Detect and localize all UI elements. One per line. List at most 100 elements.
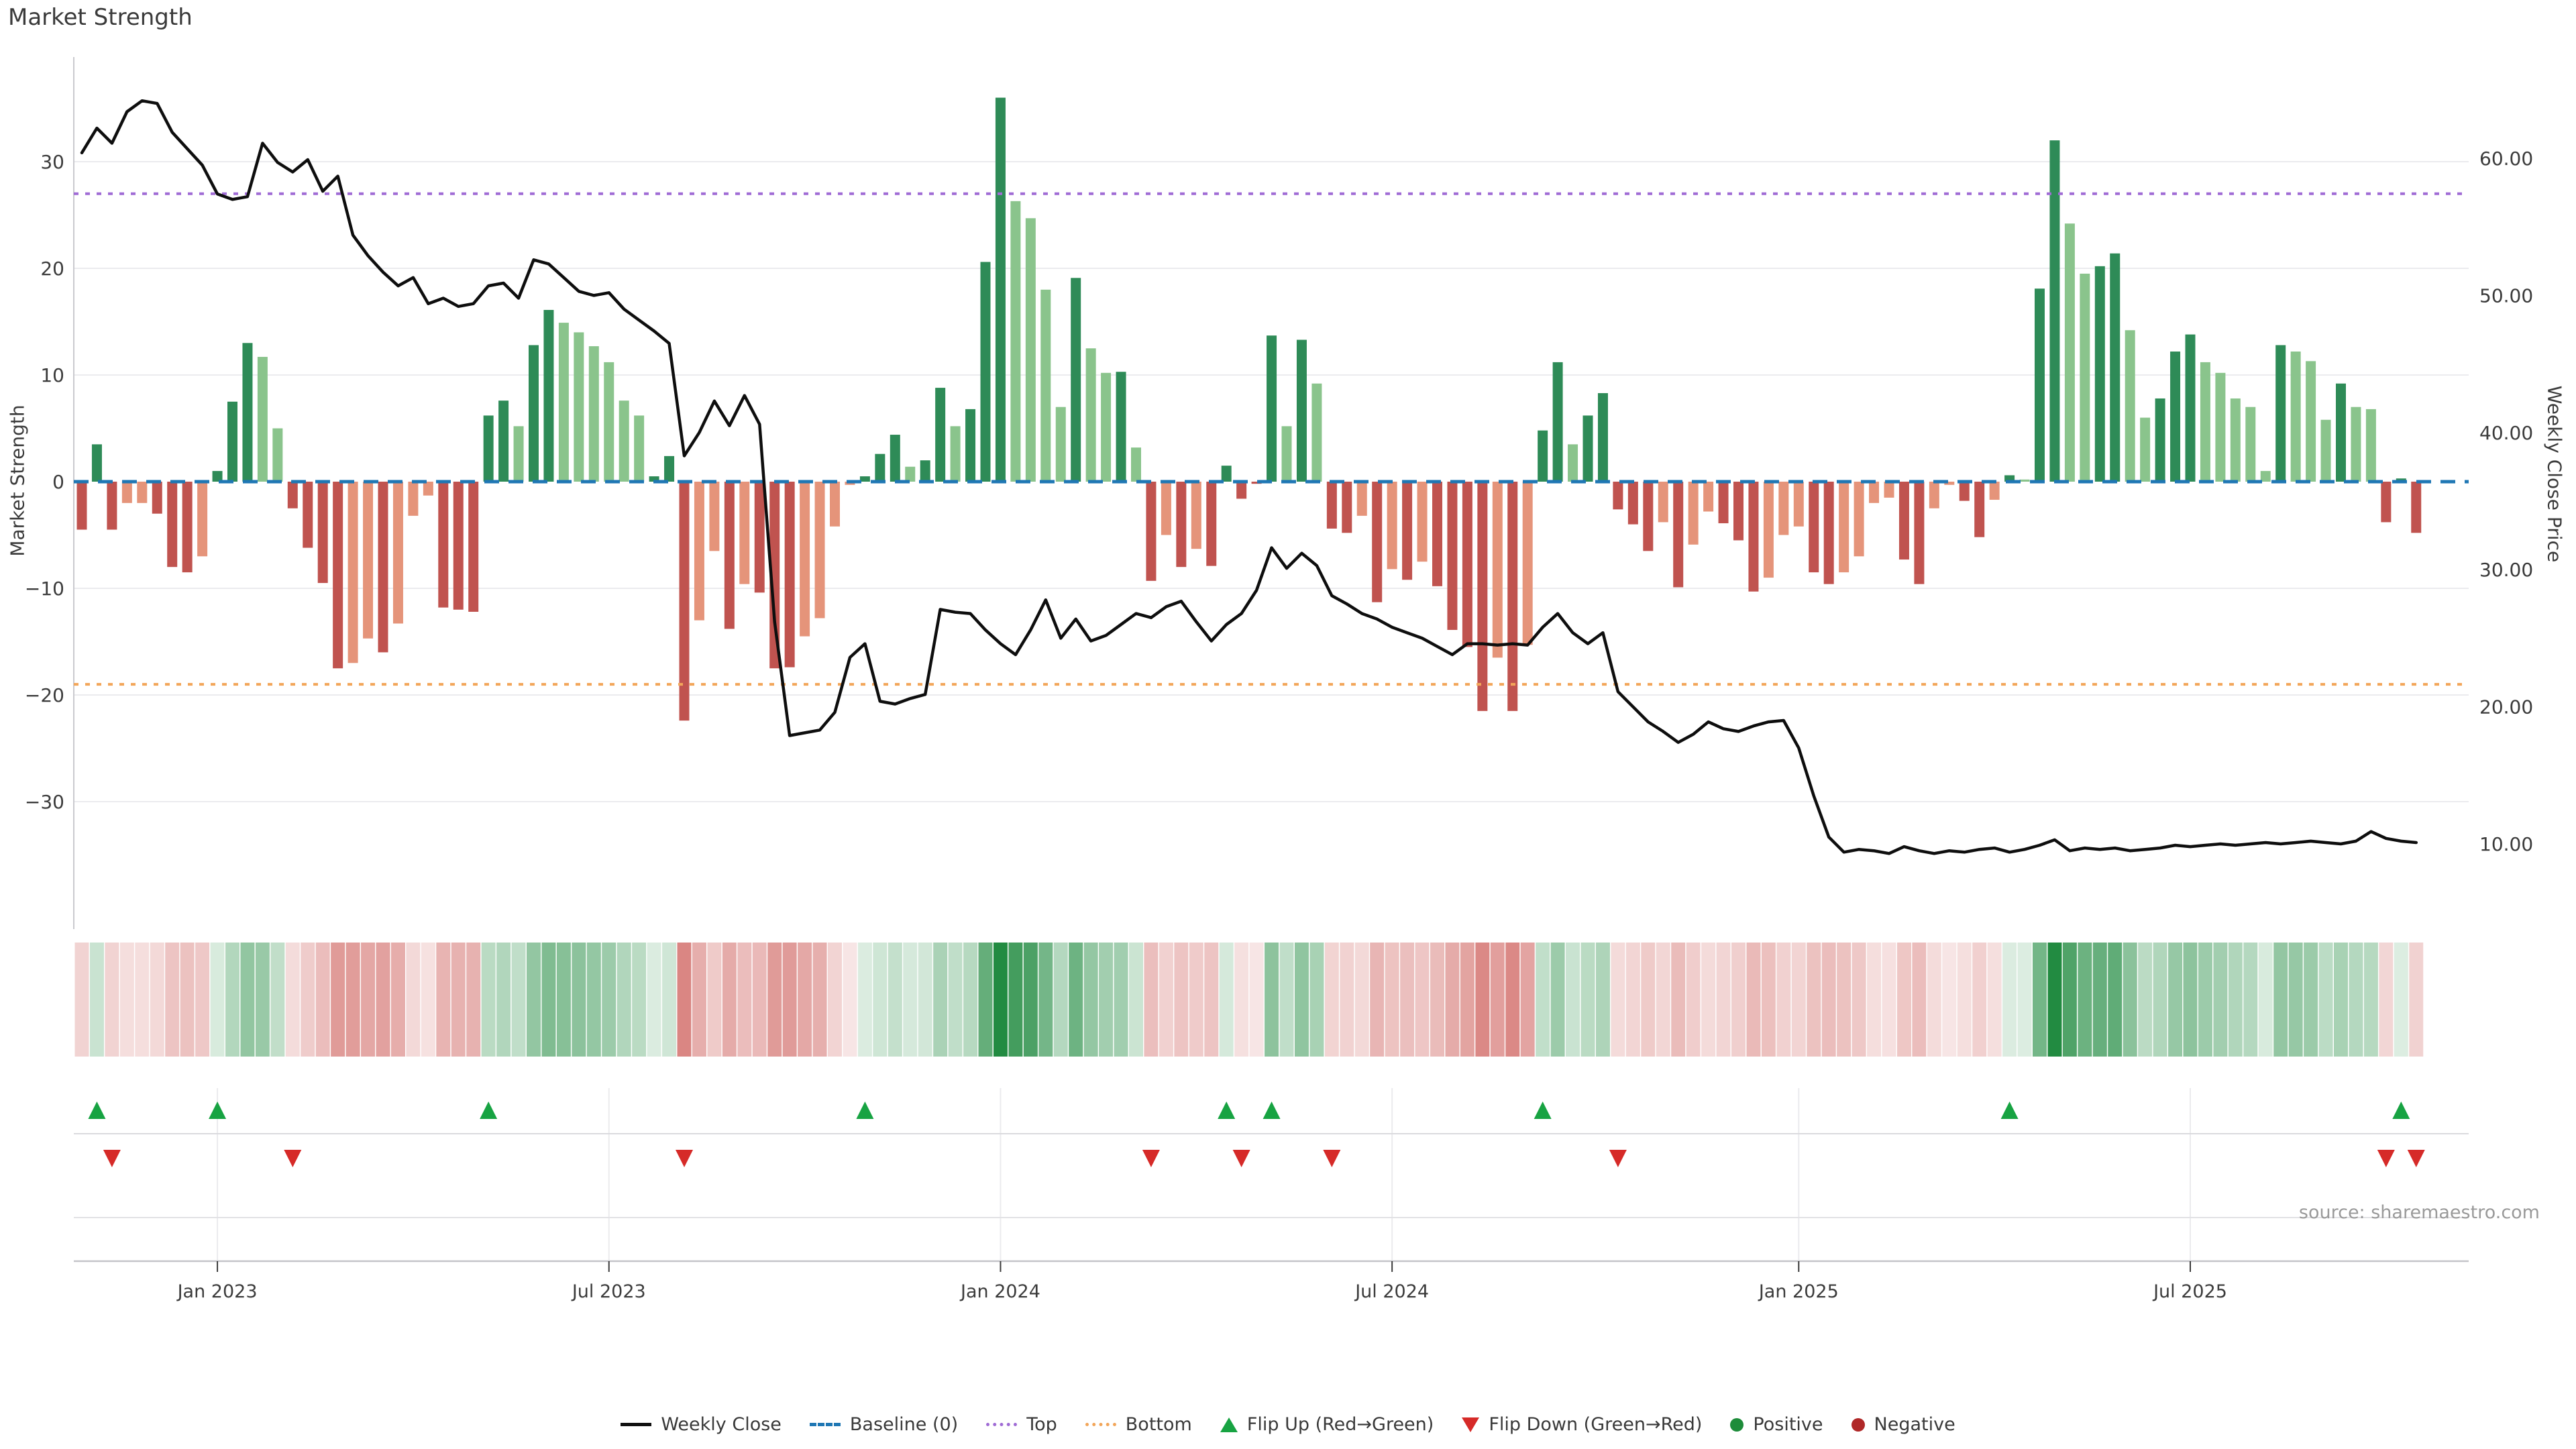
- strength-bar: [905, 466, 916, 482]
- strength-bar: [2290, 352, 2301, 482]
- heatmap-cell: [677, 943, 692, 1057]
- legend-swatch-dot-icon: [1730, 1417, 1744, 1432]
- strength-bar: [483, 415, 494, 482]
- heatmap-cell: [285, 943, 300, 1057]
- flip-up-marker: [856, 1102, 874, 1119]
- strength-bar: [498, 400, 509, 482]
- heatmap-cell: [2002, 943, 2017, 1057]
- heatmap-cell: [1882, 943, 1896, 1057]
- page-title: Market Strength: [8, 4, 193, 31]
- heatmap-cell: [1460, 943, 1474, 1057]
- heatmap-cell: [195, 943, 210, 1057]
- legend-swatch-dot-icon: [1851, 1417, 1865, 1432]
- strength-bar: [649, 476, 659, 482]
- strength-bar: [1959, 482, 1970, 501]
- chart-legend: Weekly Close Baseline (0) Top Bottom Flip Up…: [0, 1414, 2576, 1435]
- flip-up-marker: [88, 1102, 106, 1119]
- strength-bar: [2260, 471, 2271, 482]
- heatmap-cell: [1159, 943, 1173, 1057]
- strength-bar: [2094, 266, 2105, 482]
- heatmap-cell: [903, 943, 918, 1057]
- heatmap-cell: [390, 943, 405, 1057]
- heatmap-cell: [2379, 943, 2394, 1057]
- legend-item: Baseline (0): [809, 1414, 959, 1435]
- flip-down-marker: [1609, 1150, 1627, 1167]
- strength-bar: [1010, 201, 1021, 482]
- y-tick-label-left: 20: [40, 258, 64, 280]
- legend-label: Baseline (0): [849, 1414, 959, 1435]
- strength-bar: [121, 482, 132, 503]
- heatmap-cell: [1445, 943, 1460, 1057]
- heatmap-cell: [1430, 943, 1444, 1057]
- heatmap-cell: [1701, 943, 1716, 1057]
- heatmap-cell: [2304, 943, 2318, 1057]
- strength-bar: [468, 482, 479, 612]
- strength-bar: [2306, 361, 2316, 482]
- strength-bar: [724, 482, 735, 629]
- strength-bar: [1778, 482, 1789, 535]
- strength-bar: [920, 460, 930, 482]
- strength-bar: [754, 482, 765, 593]
- heatmap-cell: [1942, 943, 1957, 1057]
- heatmap-cell: [150, 943, 164, 1057]
- strength-bar: [2381, 482, 2392, 523]
- strength-bar: [76, 482, 87, 530]
- strength-bar: [875, 453, 885, 482]
- heatmap-cell: [345, 943, 360, 1057]
- strength-bar: [1356, 482, 1367, 516]
- heatmap-cell: [1927, 943, 1941, 1057]
- heatmap-cell: [527, 943, 541, 1057]
- heatmap-cell: [1807, 943, 1821, 1057]
- heatmap-cell: [586, 943, 601, 1057]
- strength-bar: [1221, 466, 1232, 482]
- strength-bar: [1146, 482, 1157, 581]
- strength-bar: [1673, 482, 1684, 588]
- strength-bar: [1793, 482, 1804, 527]
- legend-item: Flip Down (Green→Red): [1462, 1414, 1702, 1435]
- heatmap-cell: [2228, 943, 2243, 1057]
- heatmap-cell: [2213, 943, 2228, 1057]
- strength-bar: [1748, 482, 1759, 592]
- strength-bar: [1552, 362, 1563, 482]
- strength-bar: [2004, 475, 2015, 482]
- strength-bar: [2110, 253, 2121, 482]
- flip-down-marker: [1323, 1150, 1341, 1167]
- heatmap-cell: [1566, 943, 1580, 1057]
- strength-bar: [1718, 482, 1729, 524]
- heatmap-cell: [767, 943, 782, 1057]
- flip-down-marker: [1232, 1150, 1250, 1167]
- strength-bar: [1267, 335, 1277, 482]
- y-tick-label-left: 0: [52, 471, 64, 493]
- heatmap-cell: [301, 943, 315, 1057]
- legend-swatch-tri-up-icon: [1220, 1417, 1238, 1432]
- y-tick-label-right: 40.00: [2479, 422, 2533, 444]
- heatmap-cell: [376, 943, 390, 1057]
- heatmap-cell: [1370, 943, 1385, 1057]
- heatmap-cell: [1174, 943, 1189, 1057]
- strength-bar: [1989, 482, 2000, 500]
- heatmap-cell: [2288, 943, 2303, 1057]
- strength-bar: [1387, 482, 1397, 570]
- strength-bar: [634, 415, 645, 482]
- heatmap-cell: [1475, 943, 1490, 1057]
- strength-bar: [1206, 482, 1217, 566]
- strength-bar: [1462, 482, 1472, 647]
- legend-label: Flip Down (Green→Red): [1489, 1414, 1703, 1435]
- strength-bar: [619, 400, 629, 482]
- strength-bar: [2019, 479, 2030, 482]
- heatmap-cell: [1851, 943, 1866, 1057]
- strength-bar: [1884, 482, 1894, 498]
- heatmap-cell: [1656, 943, 1670, 1057]
- strength-bar: [1839, 482, 1849, 573]
- strength-bar: [2185, 334, 2196, 482]
- strength-bar: [2230, 398, 2241, 482]
- strength-bar: [1854, 482, 1864, 557]
- heatmap-cell: [632, 943, 647, 1057]
- heatmap-cell: [752, 943, 767, 1057]
- heatmap-cell: [1340, 943, 1354, 1057]
- flip-down-marker: [2407, 1150, 2425, 1167]
- strength-bar: [1402, 482, 1413, 580]
- heatmap-cell: [225, 943, 239, 1057]
- heatmap-cell: [1776, 943, 1791, 1057]
- strength-bar: [453, 482, 464, 610]
